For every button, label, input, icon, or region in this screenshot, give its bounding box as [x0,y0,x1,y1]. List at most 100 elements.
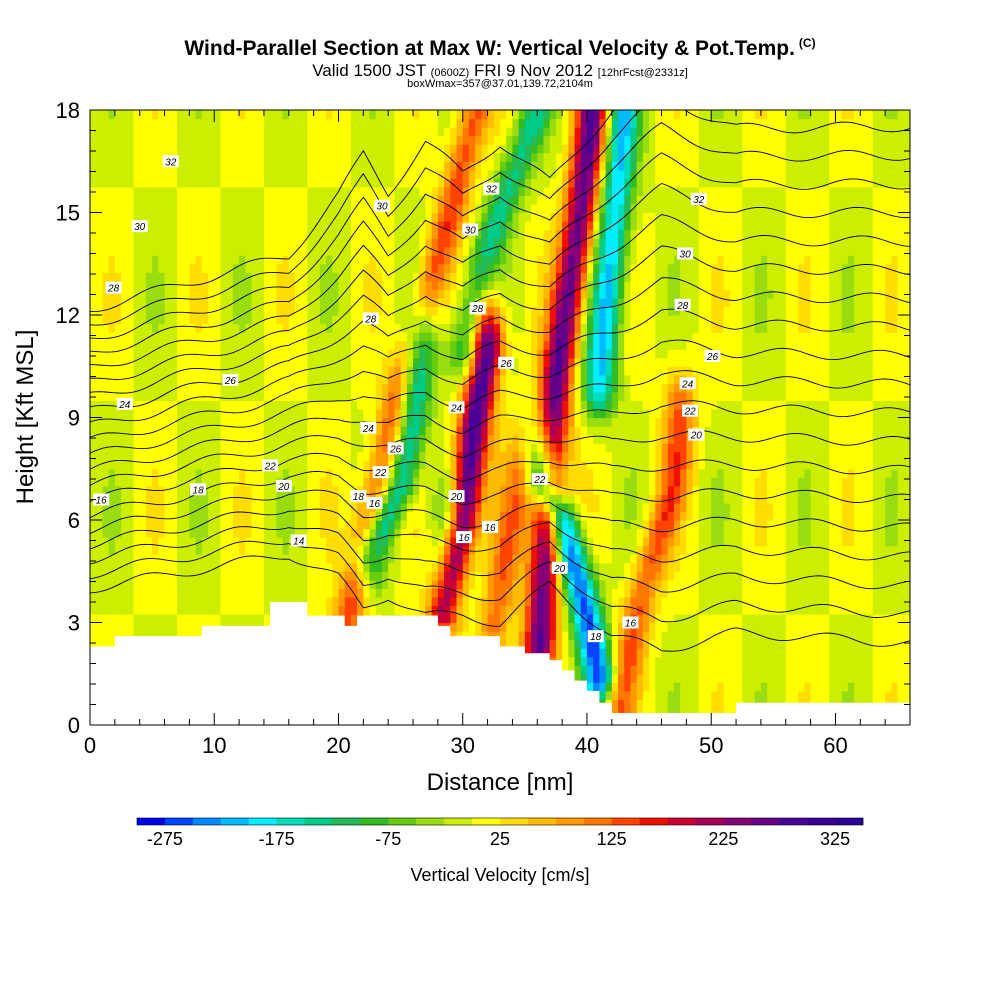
heat-cell [686,596,694,607]
heat-cell [574,613,582,624]
heat-cell [649,451,656,461]
heat-cell [319,571,327,581]
heat-cell [214,537,222,547]
heat-cell [779,528,787,538]
heat-cell [139,417,147,427]
heat-cell [630,665,638,675]
heat-cell [804,537,812,547]
heat-cell [208,443,215,453]
heat-cell [680,417,687,427]
heat-cell [767,528,774,538]
heat-cell [549,545,557,555]
heat-cell [754,673,762,683]
heat-cell [251,477,259,487]
heat-cell [574,639,582,649]
heat-cell [872,528,880,538]
heat-cell [270,596,277,607]
heat-cell [816,613,824,624]
heat-cell [586,451,594,461]
heat-cell [779,426,787,436]
heat-cell [437,502,445,513]
heat-cell [400,494,408,504]
heat-cell [369,451,377,461]
heat-cell [121,477,128,487]
heat-cell [201,511,209,521]
heat-cell [760,571,768,581]
heat-cell [555,408,563,419]
heat-cell [276,579,284,589]
heat-cell [555,571,563,581]
heat-cell [655,613,663,624]
heat-cell [773,605,781,615]
heat-cell [468,451,476,461]
heat-cell [760,596,768,607]
heat-cell [456,426,464,436]
heat-cell [586,460,594,470]
heat-cell [723,707,731,718]
heat-cell [332,520,340,530]
heat-cell [531,622,538,632]
heat-cell [332,434,340,444]
heat-cell [555,537,563,547]
heat-cell [500,400,507,410]
heat-cell [711,417,719,427]
heat-cell [208,596,215,607]
heat-cell [680,596,687,607]
heat-cell [841,434,849,444]
heat-cell [518,554,526,564]
heat-cell [133,485,141,495]
heat-cell [195,494,203,504]
heat-cell [400,520,408,530]
heat-cell [437,460,445,470]
heat-cell [121,622,128,632]
heat-cell [692,520,700,530]
heat-cell [866,485,874,495]
heat-cell [711,588,719,598]
heat-cell [829,511,837,521]
heat-cell [549,639,557,649]
heat-cell [307,460,315,470]
heat-cell [810,426,818,436]
heat-cell [319,528,327,538]
heat-cell [823,520,830,530]
heat-cell [437,426,445,436]
heat-cell [618,554,625,564]
heat-cell [176,520,184,530]
heat-cell [655,639,663,649]
heat-cell [605,451,613,461]
heat-cell [96,528,104,538]
heat-cell [170,579,178,589]
heat-cell [903,468,910,478]
heat-cell [263,562,271,572]
heat-cell [319,417,327,427]
heat-cell [593,613,600,624]
heat-cell [375,434,383,444]
heat-cell [357,605,364,615]
heat-cell [518,477,526,487]
heat-cell [295,502,302,513]
heat-cell [847,690,855,700]
heat-cell [543,417,551,427]
heat-cell [555,502,563,513]
heat-cell [854,494,861,504]
heat-cell [562,579,569,589]
heat-cell [667,562,675,572]
heat-cell [823,434,830,444]
heat-cell [425,426,433,436]
heat-cell [847,545,855,555]
heat-cell [531,400,538,410]
heat-cell [121,426,128,436]
heat-cell [692,588,700,598]
heat-cell [481,417,489,427]
heat-cell [642,613,650,624]
heat-cell [475,434,482,444]
heat-cell [711,682,719,692]
heat-cell [903,408,910,419]
heat-cell [829,426,837,436]
heat-cell [605,443,613,453]
heat-cell [462,408,470,419]
heat-cell [760,648,768,658]
heat-cell [437,477,445,487]
heat-cell [319,443,327,453]
heat-cell [226,511,234,521]
